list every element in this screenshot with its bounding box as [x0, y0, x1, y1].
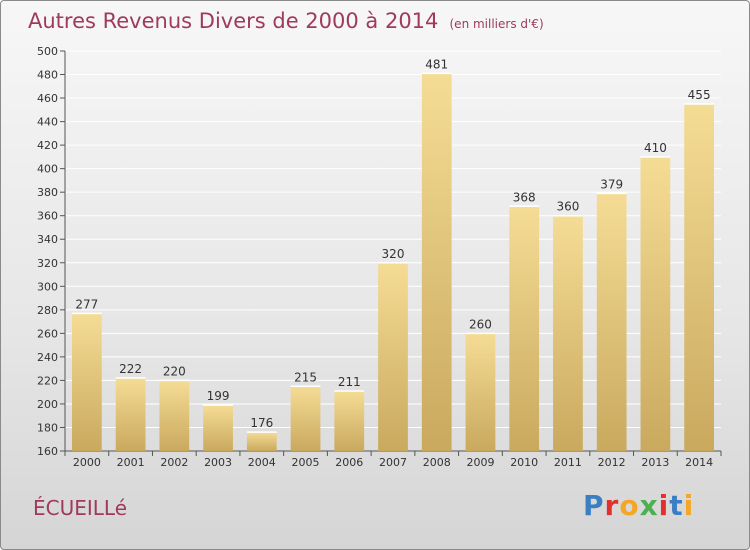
bar-2012 [596, 193, 627, 451]
x-tick-label: 2011 [554, 456, 582, 469]
y-tick-label: 400 [37, 163, 58, 176]
x-tick-label: 2006 [335, 456, 363, 469]
bar-2009 [465, 333, 496, 451]
x-tick-label: 2003 [204, 456, 232, 469]
data-label-2004: 176 [250, 416, 273, 430]
x-tick-label: 2004 [248, 456, 276, 469]
data-label-2014: 455 [688, 88, 711, 102]
logo-letter: t [669, 489, 684, 522]
x-tick-label: 2007 [379, 456, 407, 469]
bar-2003 [203, 405, 233, 451]
y-tick-label: 380 [37, 186, 58, 199]
y-tick-label: 260 [37, 327, 58, 340]
data-label-2006: 211 [338, 375, 361, 389]
logo-letter: P [583, 489, 605, 522]
data-label-2008: 481 [425, 57, 448, 71]
chart-title: Autres Revenus Divers de 2000 à 2014 [28, 9, 439, 33]
bar-2001 [115, 378, 146, 451]
x-tick-label: 2001 [117, 456, 145, 469]
tick-labels: 160 180 200 220 240 260 280 300 320 340 360 380 400 4… [37, 45, 713, 469]
bar-2011 [553, 215, 583, 451]
title-line: Autres Revenus Divers de 2000 à 2014 (en… [28, 9, 544, 33]
data-label-2011: 360 [556, 200, 579, 214]
y-tick-label: 180 [37, 421, 58, 434]
bar-2000 [71, 313, 102, 451]
bars [71, 72, 715, 452]
bar-2014 [684, 103, 715, 452]
data-label-2002: 220 [163, 364, 186, 378]
y-tick-label: 360 [37, 210, 58, 223]
data-label-2009: 260 [469, 317, 492, 331]
x-tick-label: 2000 [73, 456, 101, 469]
logo-letter: i [683, 489, 695, 522]
y-tick-label: 160 [37, 445, 58, 458]
bar-2005 [290, 386, 321, 451]
bar-2002 [159, 380, 190, 451]
y-tick-label: 220 [37, 374, 58, 387]
chart-unit: (en milliers d'€) [449, 17, 544, 31]
x-tick-label: 2012 [598, 456, 626, 469]
data-labels: 277 222 220 199 176 215 211 320 481 260 368 360 379 4… [75, 57, 710, 430]
data-label-2012: 379 [600, 177, 623, 191]
bar-2004 [246, 432, 277, 451]
logo-letter: o [619, 489, 640, 522]
y-tick-label: 300 [37, 280, 58, 293]
y-tick-label: 500 [37, 45, 58, 58]
data-label-2005: 215 [294, 370, 317, 384]
y-tick-label: 240 [37, 351, 58, 364]
logo-letter: r [604, 489, 620, 522]
y-tick-label: 320 [37, 257, 58, 270]
bar-2008 [421, 73, 452, 452]
y-tick-label: 460 [37, 92, 58, 105]
data-label-2001: 222 [119, 362, 142, 376]
data-label-2013: 410 [644, 141, 667, 155]
bar-2006 [334, 391, 365, 451]
x-tick-label: 2009 [466, 456, 494, 469]
bar-2013 [640, 156, 671, 451]
x-tick-label: 2005 [292, 456, 320, 469]
logo-letter: x [639, 489, 659, 522]
y-tick-label: 200 [37, 398, 58, 411]
commune-name: ÉCUEILLé [33, 496, 128, 520]
y-tick-label: 280 [37, 304, 58, 317]
proxiti-logo[interactable]: Proxiti [583, 489, 694, 522]
logo-letter: i [658, 489, 670, 522]
x-tick-label: 2014 [685, 456, 713, 469]
data-label-2007: 320 [382, 247, 405, 261]
x-tick-label: 2010 [510, 456, 538, 469]
x-tick-label: 2008 [423, 456, 451, 469]
data-label-2003: 199 [207, 389, 230, 403]
y-tick-label: 440 [37, 116, 58, 129]
data-label-2000: 277 [75, 297, 98, 311]
y-tick-label: 340 [37, 233, 58, 246]
data-label-2010: 368 [513, 190, 536, 204]
x-tick-label: 2002 [160, 456, 188, 469]
bar-2010 [509, 206, 540, 451]
y-tick-label: 420 [37, 139, 58, 152]
bar-2007 [378, 262, 408, 451]
x-tick-label: 2013 [641, 456, 669, 469]
y-tick-label: 480 [37, 69, 58, 82]
